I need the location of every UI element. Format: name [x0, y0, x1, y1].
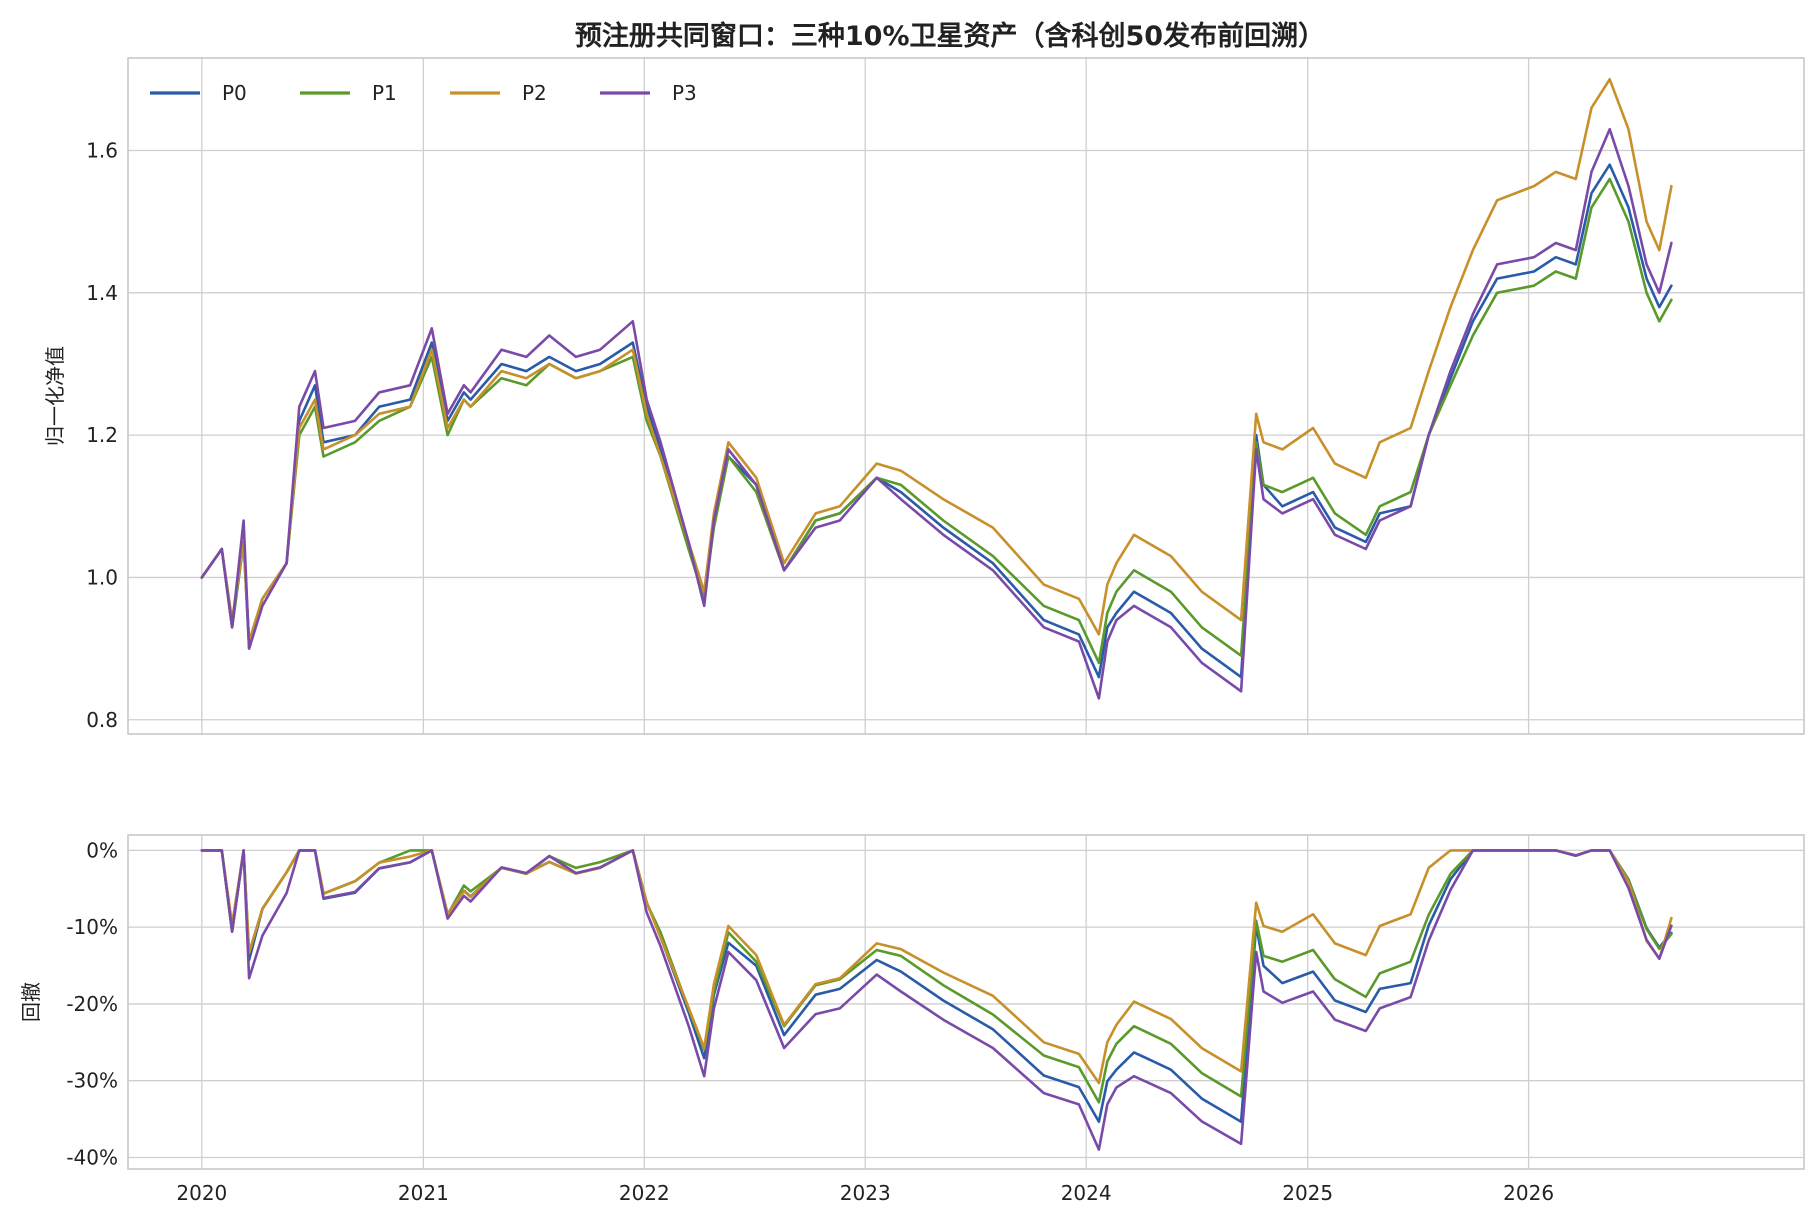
bottom-panel: 0%-10%-20%-30%-40% 回撤 2020 2021 2022 2023 20… — [19, 834, 1805, 1205]
bottom-gridlines — [128, 835, 1804, 1169]
bottom-y-axis-label: 回撤 — [19, 982, 43, 1022]
series-line-p3 — [200, 127, 1673, 700]
x-tick-label: 2022 — [619, 1181, 670, 1205]
series-line-p1 — [200, 177, 1673, 665]
series-line-p2 — [200, 78, 1673, 643]
top-y-tick-label: 1.4 — [86, 281, 118, 305]
x-tick-label: 2025 — [1282, 1181, 1333, 1205]
series-line-p0 — [200, 163, 1673, 679]
top-y-axis-label: 归一化净值 — [43, 346, 67, 446]
legend-label-p0: P0 — [222, 81, 247, 105]
x-tick-label: 2023 — [840, 1181, 891, 1205]
bottom-y-tick-label: -20% — [66, 992, 118, 1016]
chart-title: 预注册共同窗口：三种10%卫星资产（含科创50发布前回溯） — [575, 20, 1325, 52]
bottom-y-tick-labels: 0% -10% -20% -30% -40% — [66, 838, 118, 1169]
drawdown-line-p3 — [200, 849, 1673, 1151]
top-y-tick-labels: 0.8 1.0 1.2 1.4 1.6 — [86, 139, 118, 732]
bottom-y-tick-label: -10% — [66, 915, 118, 939]
bottom-y-tick-label: 0% — [86, 838, 118, 862]
legend-label-p2: P2 — [522, 81, 547, 105]
legend: P0 P1 P2 P3 — [150, 81, 697, 105]
top-y-tick-label: 1.6 — [86, 139, 118, 163]
x-tick-label: 2021 — [398, 1181, 449, 1205]
bottom-series-lines — [200, 849, 1673, 1151]
x-tick-label: 2026 — [1503, 1181, 1554, 1205]
legend-label-p3: P3 — [672, 81, 697, 105]
x-tick-labels: 2020 2021 2022 2023 2024 2025 2026 — [176, 1181, 1554, 1205]
x-tick-label: 2024 — [1061, 1181, 1112, 1205]
top-y-tick-label: 1.2 — [86, 423, 118, 447]
top-y-tick-label: 1.0 — [86, 565, 118, 589]
top-y-tick-label: 0.8 — [86, 708, 118, 732]
top-plot-frame — [127, 57, 1805, 735]
bottom-y-tick-label: -40% — [66, 1145, 118, 1169]
top-gridlines — [128, 58, 1804, 734]
drawdown-line-p2 — [200, 849, 1673, 1085]
legend-label-p1: P1 — [372, 81, 397, 105]
x-tick-label: 2020 — [176, 1181, 227, 1205]
top-panel: 0.8 1.0 1.2 1.4 1.6 归一化净值 P0 P1 P2 P3 — [43, 57, 1805, 735]
top-series-lines — [200, 78, 1673, 700]
bottom-plot-frame — [127, 834, 1805, 1170]
bottom-y-tick-label: -30% — [66, 1069, 118, 1093]
